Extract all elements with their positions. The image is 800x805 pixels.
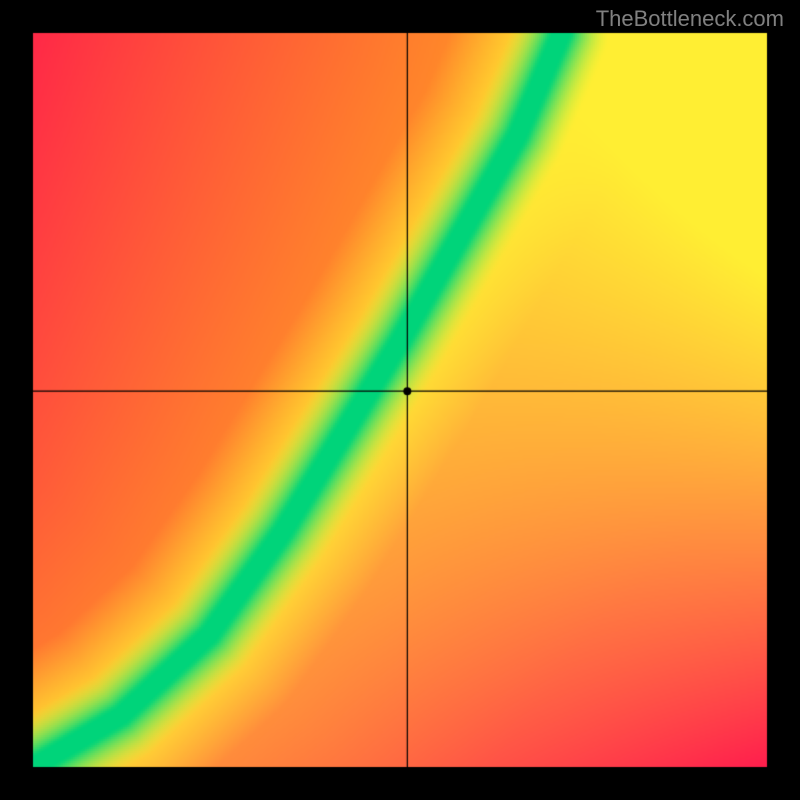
- watermark-text: TheBottleneck.com: [596, 6, 784, 32]
- bottleneck-heatmap: [0, 0, 800, 800]
- heatmap-canvas: [0, 0, 800, 800]
